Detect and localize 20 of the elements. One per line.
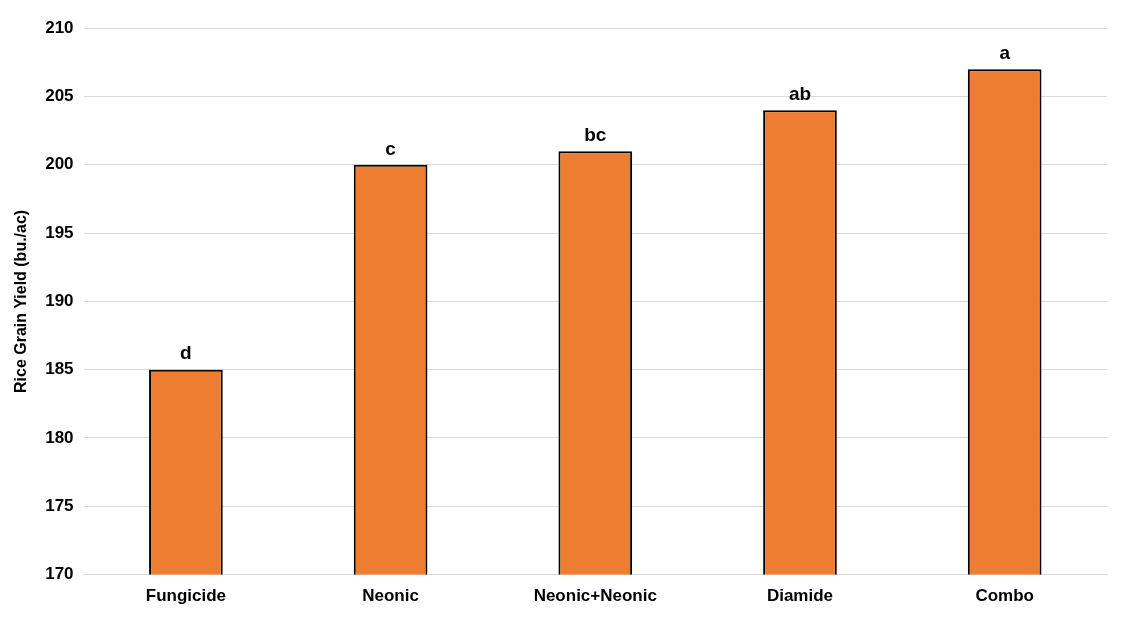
annotation: ab xyxy=(788,82,812,104)
y-tick-label: 190 xyxy=(45,291,74,311)
annotation: c xyxy=(385,137,397,159)
y-tick-label: 210 xyxy=(45,17,74,37)
y-tick-label: 195 xyxy=(45,222,74,242)
y-tick-label: 205 xyxy=(45,86,74,106)
y-tick-label: 180 xyxy=(45,427,74,447)
y-tick-label: 200 xyxy=(45,154,74,174)
y-tick-label: 175 xyxy=(45,495,74,515)
annotation: d xyxy=(180,342,192,364)
x-tick-label: Neonic xyxy=(362,586,419,606)
annotation: bc xyxy=(584,123,607,145)
x-tick-label: Diamide xyxy=(766,586,834,606)
annotation: a xyxy=(999,41,1011,63)
x-tick-label: Fungicide xyxy=(145,586,227,606)
y-tick-label: 185 xyxy=(45,359,74,379)
x-tick-label: Neonic+Neonic xyxy=(533,586,657,606)
y-tick-label: 170 xyxy=(45,564,74,584)
x-tick-label: Combo xyxy=(975,586,1034,606)
y-axis-title: Rice Grain Yield (bu./ac) xyxy=(12,209,30,393)
